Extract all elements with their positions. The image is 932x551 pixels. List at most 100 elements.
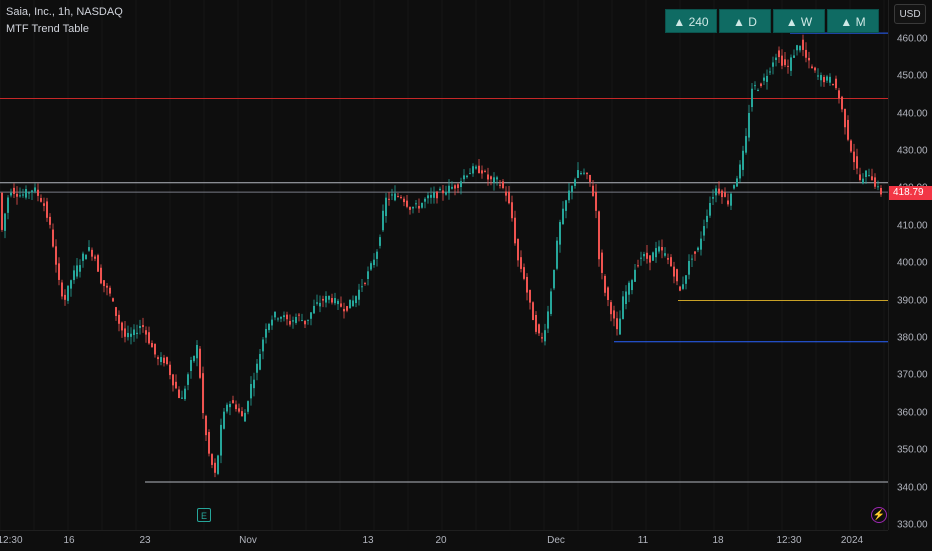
candle-body (793, 55, 795, 58)
candle-body (568, 190, 570, 201)
candle-body (391, 194, 393, 196)
candle-body (169, 364, 171, 376)
candle-body (598, 211, 600, 260)
price-chart[interactable] (0, 0, 888, 530)
candle-body (523, 267, 525, 279)
candle-body (661, 247, 663, 251)
candle-body (865, 170, 867, 177)
candle-body (154, 343, 156, 355)
candle-body (652, 252, 654, 261)
candle-body (175, 381, 177, 389)
candle-body (595, 191, 597, 211)
candle-body (421, 202, 423, 208)
candle-body (604, 275, 606, 293)
candle-body (157, 357, 159, 360)
candle-body (274, 311, 276, 318)
candle-body (160, 357, 162, 363)
candle-body (622, 296, 624, 319)
candle-body (61, 282, 63, 297)
candle-body (808, 57, 810, 61)
candle-body (436, 191, 438, 199)
candle-body (253, 379, 255, 389)
candle-body (112, 298, 114, 302)
candle-body (406, 200, 408, 207)
candle-body (49, 216, 51, 225)
candle-body (4, 213, 6, 231)
candle-body (712, 197, 714, 199)
candle-body (838, 90, 840, 99)
candle-body (625, 291, 627, 305)
candle-body (358, 289, 360, 300)
candle-body (343, 308, 345, 312)
candle-body (307, 319, 309, 321)
candle-body (1, 192, 3, 230)
candle-body (760, 83, 762, 87)
indicator-title[interactable]: MTF Trend Table (6, 23, 89, 35)
time-tick-label: 12:30 (0, 535, 23, 546)
candle-body (880, 187, 882, 195)
candle-body (727, 200, 729, 205)
currency-button[interactable]: USD (894, 4, 926, 24)
earnings-icon[interactable]: E (197, 508, 211, 522)
candle-body (796, 45, 798, 51)
candle-body (736, 178, 738, 187)
candle-body (655, 248, 657, 258)
candle-body (718, 188, 720, 194)
candle-body (475, 166, 477, 169)
candle-body (235, 404, 237, 410)
candle-body (562, 208, 564, 225)
candle-body (685, 275, 687, 284)
price-axis[interactable]: 460.00450.00440.00430.00420.00410.00400.… (888, 0, 932, 531)
candle-body (103, 280, 105, 287)
candle-body (424, 198, 426, 202)
lightning-icon[interactable]: ⚡ (871, 507, 887, 523)
candle-body (328, 295, 330, 300)
price-tick-label: 380.00 (897, 332, 928, 344)
candle-body (847, 119, 849, 140)
candle-body (601, 252, 603, 273)
candle-body (706, 215, 708, 222)
candle-body (682, 284, 684, 289)
candle-body (7, 197, 9, 213)
price-tick-label: 440.00 (897, 108, 928, 120)
candle-body (721, 190, 723, 198)
candle-body (97, 255, 99, 272)
candle-body (244, 412, 246, 422)
candle-body (34, 187, 36, 192)
symbol-title[interactable]: Saia, Inc., 1h, NASDAQ (6, 6, 123, 18)
candle-body (214, 462, 216, 473)
candle-body (646, 252, 648, 259)
candle-body (115, 307, 117, 316)
candle-body (613, 310, 615, 319)
chart-legend: Saia, Inc., 1h, NASDAQ MTF Trend Table (6, 6, 123, 35)
candle-body (37, 189, 39, 196)
candle-body (151, 343, 153, 348)
candle-body (634, 269, 636, 282)
candle-body (781, 55, 783, 66)
candle-body (631, 280, 633, 291)
candle-body (499, 184, 501, 186)
candle-body (400, 196, 402, 198)
candle-body (745, 136, 747, 153)
candle-body (811, 66, 813, 69)
candle-body (877, 186, 879, 188)
time-tick-label: 13 (362, 535, 374, 546)
candle-body (508, 191, 510, 204)
candle-body (835, 78, 837, 89)
candle-body (265, 328, 267, 338)
candle-body (526, 276, 528, 293)
candle-body (691, 258, 693, 260)
candle-body (133, 329, 135, 336)
price-tick-label: 360.00 (897, 407, 928, 419)
candle-body (448, 185, 450, 194)
candle-body (319, 302, 321, 307)
time-tick-label: Dec (547, 535, 565, 546)
candle-body (853, 151, 855, 163)
candle-body (118, 314, 120, 324)
candle-body (583, 172, 585, 174)
candle-body (136, 332, 138, 335)
candle-body (805, 49, 807, 58)
candle-body (535, 314, 537, 332)
candle-body (451, 186, 453, 189)
time-axis[interactable]: 12:30 16 23 Nov 13 20 Dec 11 18 12:30 2024 (0, 530, 888, 551)
